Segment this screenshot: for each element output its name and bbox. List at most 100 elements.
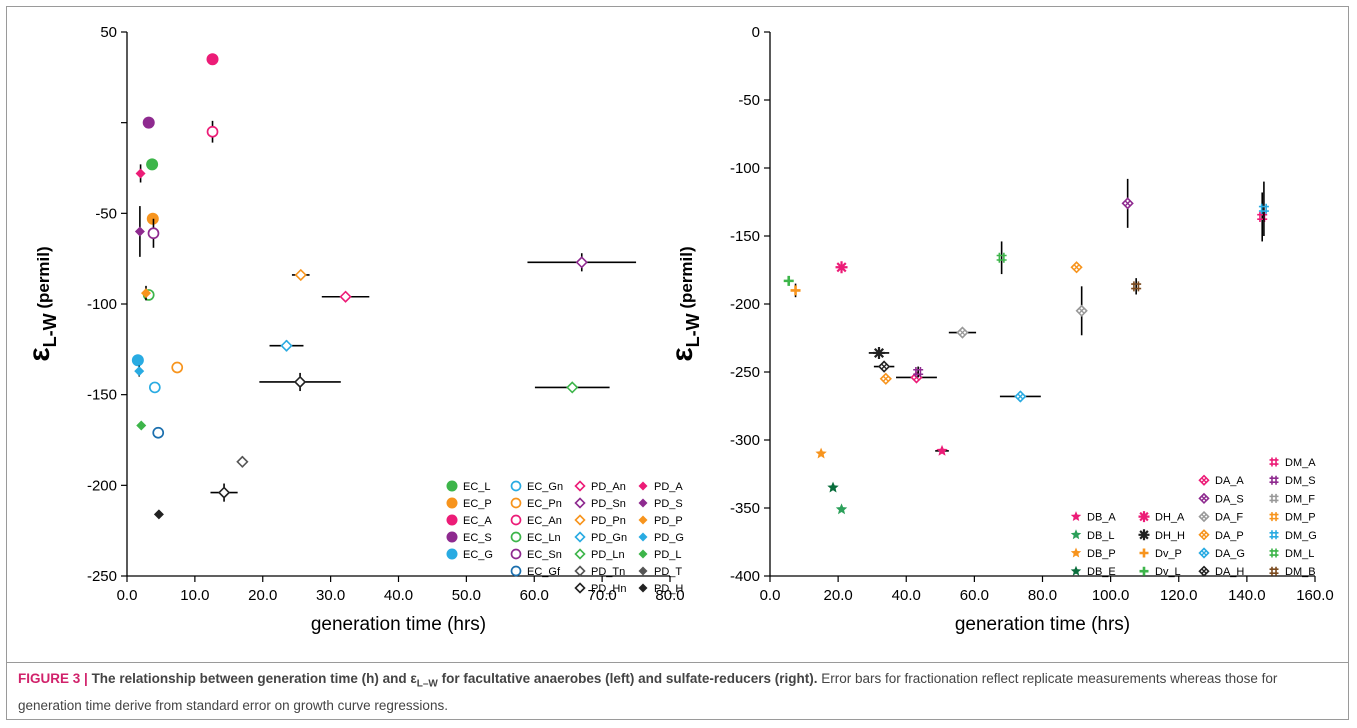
legend-item-db-p: DB_P — [1070, 547, 1116, 560]
marker-pd-sn — [575, 256, 588, 269]
marker-pd-hn — [293, 375, 307, 389]
y-tick-label: 50 — [100, 24, 117, 41]
legend-item-dh-h: DH_H — [1138, 529, 1185, 542]
data-point-ec-gf — [152, 426, 165, 439]
data-point-dm-a — [1257, 192, 1268, 242]
legend-marker — [638, 498, 648, 508]
legend-item-pd-s: PD_S — [638, 498, 683, 510]
data-point-da-g — [999, 390, 1041, 403]
legend-marker — [1269, 475, 1279, 485]
legend-item-ec-a: EC_A — [446, 514, 492, 527]
legend-label: DM_S — [1285, 475, 1316, 487]
y-tick-label: -200 — [730, 296, 760, 313]
legend-item-ec-l: EC_L — [446, 480, 491, 493]
legend-marker — [638, 532, 648, 542]
legend-item-dm-a: DM_A — [1269, 457, 1316, 469]
legend-marker — [1269, 457, 1279, 467]
marker-da-p — [1070, 261, 1083, 274]
legend-label: EC_A — [463, 515, 492, 527]
data-point-pd-l — [136, 420, 147, 431]
legend-item-ec-pn: EC_Pn — [510, 497, 562, 510]
data-point-dv-p — [790, 283, 801, 298]
data-point-pd-gn — [269, 339, 304, 352]
legend-label: Dv_L — [1155, 566, 1181, 578]
y-tick-label: -150 — [730, 228, 760, 245]
legend-item-pd-pn: PD_Pn — [574, 514, 626, 527]
legend-marker — [1138, 529, 1150, 541]
legend-item-pd-l: PD_L — [638, 549, 682, 561]
data-point-dm-l — [996, 241, 1007, 275]
marker-ec-l — [146, 158, 159, 171]
marker-ec-gn — [148, 381, 161, 394]
data-point-pd-g — [134, 365, 145, 377]
data-point-pd-hn — [210, 483, 238, 502]
data-point-ec-sn — [147, 218, 160, 248]
marker-ec-g — [131, 354, 144, 367]
x-tick-label: 0.0 — [117, 587, 138, 604]
legend-marker — [1198, 510, 1210, 523]
y-tick-label: -150 — [87, 387, 117, 404]
legend-label: EC_Ln — [527, 532, 561, 544]
data-point-pd-hn — [259, 372, 341, 392]
legend-marker — [510, 497, 522, 509]
legend-item-pd-gn: PD_Gn — [574, 531, 627, 544]
data-point-pd-h — [153, 509, 164, 520]
x-tick-label: 30.0 — [316, 587, 345, 604]
legend-item-pd-ln: PD_Ln — [574, 548, 625, 561]
caption-label: FIGURE 3 | — [18, 671, 88, 686]
caption-title-end: for facultative anaerobes (left) and sul… — [437, 671, 818, 686]
legend-item-pd-p: PD_P — [638, 515, 683, 527]
legend-item-ec-sn: EC_Sn — [510, 548, 562, 561]
legend-label: DM_A — [1285, 457, 1316, 469]
x-tick-label: 20.0 — [824, 587, 853, 604]
legend-label: DM_B — [1285, 566, 1316, 578]
marker-pd-pn — [294, 268, 307, 282]
legend-item-dm-b: DM_B — [1269, 566, 1316, 578]
legend-marker — [638, 566, 648, 576]
x-tick-label: 60.0 — [520, 587, 549, 604]
x-axis-label: generation time (hrs) — [955, 614, 1130, 635]
legend-label: EC_G — [463, 549, 493, 561]
y-tick-label: -300 — [730, 432, 760, 449]
legend-marker — [574, 514, 586, 526]
legend-label: DA_P — [1215, 530, 1244, 542]
data-point-db-e — [827, 481, 839, 493]
y-tick-label: -50 — [738, 92, 760, 109]
legend-item-db-e: DB_E — [1070, 565, 1116, 578]
legend-label: DM_G — [1285, 530, 1317, 542]
legend-item-ec-gf: EC_Gf — [510, 565, 561, 578]
x-tick-label: 0.0 — [760, 587, 781, 604]
legend-marker — [1269, 512, 1279, 522]
legend-marker — [1198, 492, 1210, 505]
figure-frame — [6, 6, 1349, 720]
legend-label: PD_Sn — [591, 498, 626, 510]
legend-label: DA_H — [1215, 566, 1244, 578]
legend-item-pd-an: PD_An — [574, 480, 626, 493]
figure-caption: FIGURE 3 | The relationship between gene… — [18, 668, 1338, 716]
marker-ec-s — [142, 116, 155, 129]
legend-marker — [1070, 565, 1082, 576]
x-tick-label: 10.0 — [180, 587, 209, 604]
legend-item-ec-p: EC_P — [446, 497, 492, 510]
data-point-db-p — [815, 447, 827, 459]
x-tick-label: 70.0 — [588, 587, 617, 604]
legend-label: DB_A — [1087, 512, 1116, 524]
legend-marker — [1269, 530, 1279, 540]
legend-label: EC_S — [463, 532, 492, 544]
legend-item-dv-l: Dv_L — [1139, 566, 1181, 578]
legend-marker — [1198, 565, 1210, 577]
legend-marker — [1198, 547, 1210, 559]
data-point-pd-tn — [236, 455, 249, 468]
legend-label: DM_L — [1285, 548, 1314, 560]
legend-item-dm-l: DM_L — [1269, 548, 1314, 560]
data-point-ec-pn — [171, 361, 184, 374]
x-axis-label: generation time (hrs) — [311, 614, 486, 635]
legend-label: EC_Gn — [527, 481, 563, 493]
data-point-dm-b — [1131, 278, 1142, 295]
caption-title-subscript: L–W — [416, 678, 438, 690]
data-point-ec-a — [206, 53, 219, 66]
y-axis-label-unit: (permil) — [34, 246, 53, 313]
legend-item-dh-a: DH_A — [1138, 511, 1185, 524]
legend-marker — [446, 531, 458, 543]
